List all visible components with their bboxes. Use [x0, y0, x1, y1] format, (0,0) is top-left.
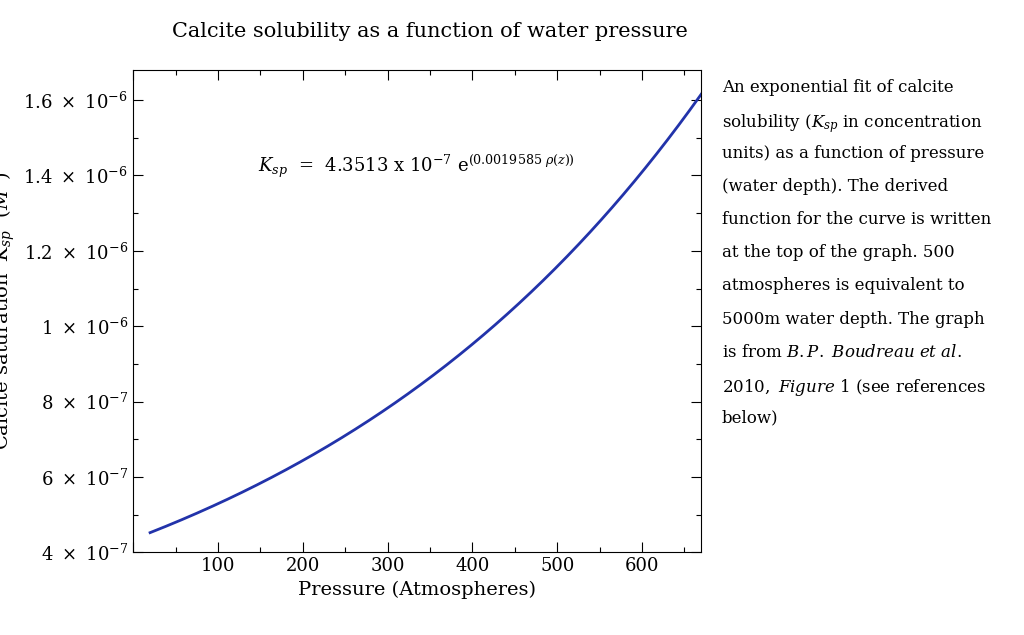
Text: solubility ($K_{sp}$ in concentration: solubility ($K_{sp}$ in concentration — [722, 112, 982, 135]
Text: function for the curve is written: function for the curve is written — [722, 211, 991, 229]
Text: $K_{sp}$  =  4.3513 x 10$^{-7}$ e$^{(0.0019585\ \rho(z))}$: $K_{sp}$ = 4.3513 x 10$^{-7}$ e$^{(0.001… — [258, 152, 575, 180]
Text: 5000m water depth. The graph: 5000m water depth. The graph — [722, 311, 984, 328]
Text: below): below) — [722, 410, 778, 427]
Text: $\mathit{2010,\ Figure\ 1}$ (see references: $\mathit{2010,\ Figure\ 1}$ (see referen… — [722, 377, 986, 398]
Text: is from $\mathit{B.P.\ Boudreau\ et\ al.}$: is from $\mathit{B.P.\ Boudreau\ et\ al.… — [722, 344, 962, 361]
Text: atmospheres is equivalent to: atmospheres is equivalent to — [722, 277, 965, 295]
X-axis label: Pressure (Atmospheres): Pressure (Atmospheres) — [298, 581, 537, 599]
Text: An exponential fit of calcite: An exponential fit of calcite — [722, 79, 953, 97]
Text: (water depth). The derived: (water depth). The derived — [722, 178, 948, 196]
Text: at the top of the graph. 500: at the top of the graph. 500 — [722, 244, 954, 262]
Text: units) as a function of pressure: units) as a function of pressure — [722, 145, 984, 163]
Y-axis label: Calcite saturation  $K_{sp}$  ($M^2$): Calcite saturation $K_{sp}$ ($M^2$) — [0, 172, 17, 450]
Text: Calcite solubility as a function of water pressure: Calcite solubility as a function of wate… — [172, 22, 688, 41]
